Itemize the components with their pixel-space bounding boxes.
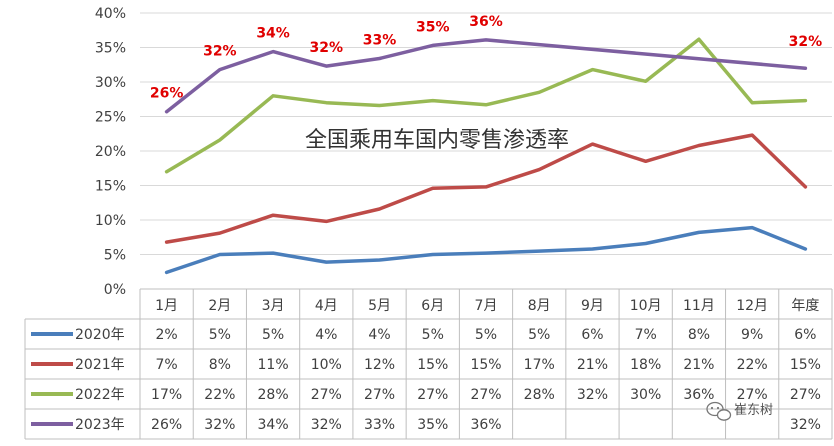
watermark: 崔东树 [706, 401, 773, 421]
table-cell: 21% [577, 357, 608, 373]
x-tick-label: 8月 [528, 298, 551, 314]
y-tick-label: 20% [95, 144, 126, 160]
series-line-2020年 [164, 225, 808, 275]
table-cell: 28% [524, 387, 555, 403]
table-cell: 4% [315, 327, 337, 343]
table-cell: 27% [364, 387, 395, 403]
legend-label: 2020年 [75, 327, 125, 343]
series-lines [164, 37, 808, 275]
table-cell: 5% [262, 327, 284, 343]
data-label: 32% [203, 44, 237, 60]
table-cell: 27% [790, 387, 821, 403]
table-cell: 7% [635, 327, 657, 343]
x-tick-label: 4月 [315, 298, 338, 314]
table-cell: 5% [475, 327, 497, 343]
table-cell: 32% [577, 387, 608, 403]
x-tick-label: 6月 [421, 298, 444, 314]
table-cell: 34% [258, 417, 289, 433]
table-cell: 36% [683, 387, 714, 403]
x-tick-label: 2月 [208, 298, 231, 314]
chart-title: 全国乘用车国内零售渗透率 [305, 128, 569, 153]
table-cell: 5% [209, 327, 231, 343]
table-cell: 32% [790, 417, 821, 433]
table-cell: 22% [737, 357, 768, 373]
y-tick-label: 15% [95, 179, 126, 195]
table-cell: 32% [311, 417, 342, 433]
x-tick-label: 9月 [581, 298, 604, 314]
data-label: 32% [789, 34, 823, 50]
legend-label: 2023年 [75, 417, 125, 433]
data-label: 36% [469, 14, 503, 30]
x-tick-label: 11月 [683, 298, 715, 314]
table-cell: 27% [737, 387, 768, 403]
x-tick-label: 12月 [736, 298, 768, 314]
table-cell: 35% [417, 417, 448, 433]
table-cell: 15% [790, 357, 821, 373]
table-cell: 17% [524, 357, 555, 373]
y-tick-label: 35% [95, 41, 126, 57]
x-tick-label: 3月 [262, 298, 285, 314]
data-label: 26% [150, 86, 184, 102]
data-label: 35% [416, 19, 450, 35]
table-cell: 36% [470, 417, 501, 433]
table-cell: 7% [156, 357, 178, 373]
table-cell: 12% [364, 357, 395, 373]
data-label: 33% [363, 33, 397, 49]
legend-label: 2022年 [75, 387, 125, 403]
table-cell: 10% [311, 357, 342, 373]
table-cell: 22% [204, 387, 235, 403]
watermark-text: 崔东树 [734, 402, 773, 418]
series-line-2023年 [164, 38, 808, 114]
table-cell: 18% [630, 357, 661, 373]
table-cell: 21% [683, 357, 714, 373]
y-axis-ticks: 0% 5% 10% 15% 20% 25% 30% 35% 40% [95, 6, 126, 298]
table-cell: 32% [204, 417, 235, 433]
y-tick-label: 10% [95, 213, 126, 229]
table-cell: 28% [258, 387, 289, 403]
data-label: 32% [310, 40, 344, 56]
table-cell: 5% [422, 327, 444, 343]
data-labels: 26% 32% 34% 32% 33% 35% 36% 32% [150, 14, 822, 102]
y-tick-label: 30% [95, 75, 126, 91]
table-cell: 6% [581, 327, 603, 343]
table-cell: 17% [151, 387, 182, 403]
legend-label: 2021年 [75, 357, 125, 373]
table-cell: 4% [368, 327, 390, 343]
y-tick-label: 5% [104, 248, 126, 264]
table-cell: 2% [156, 327, 178, 343]
table-cell: 8% [209, 357, 231, 373]
table-cell: 27% [311, 387, 342, 403]
table-cell: 27% [470, 387, 501, 403]
table-cell: 6% [794, 327, 816, 343]
table-cell: 9% [741, 327, 763, 343]
y-tick-label: 25% [95, 110, 126, 126]
y-tick-label: 0% [104, 282, 126, 298]
table-cell: 27% [417, 387, 448, 403]
table-cell: 5% [528, 327, 550, 343]
x-tick-label: 年度 [791, 298, 819, 314]
table-cell: 8% [688, 327, 710, 343]
table-cell: 30% [630, 387, 661, 403]
x-tick-label: 1月 [155, 298, 178, 314]
data-label: 34% [256, 26, 290, 42]
table-cell: 15% [417, 357, 448, 373]
data-table: 1月 2月 3月 4月 5月 6月 7月 8月 9月 10月 11月 12月 年度 2020年 2% 5% 5%… [24, 288, 833, 440]
y-tick-label: 40% [95, 6, 126, 22]
x-tick-label: 10月 [630, 298, 662, 314]
x-tick-label: 5月 [368, 298, 391, 314]
x-tick-label: 7月 [475, 298, 498, 314]
table-cell: 11% [258, 357, 289, 373]
table-cell: 26% [151, 417, 182, 433]
table-cell: 33% [364, 417, 395, 433]
wechat-icon [706, 401, 732, 421]
table-cell: 15% [470, 357, 501, 373]
